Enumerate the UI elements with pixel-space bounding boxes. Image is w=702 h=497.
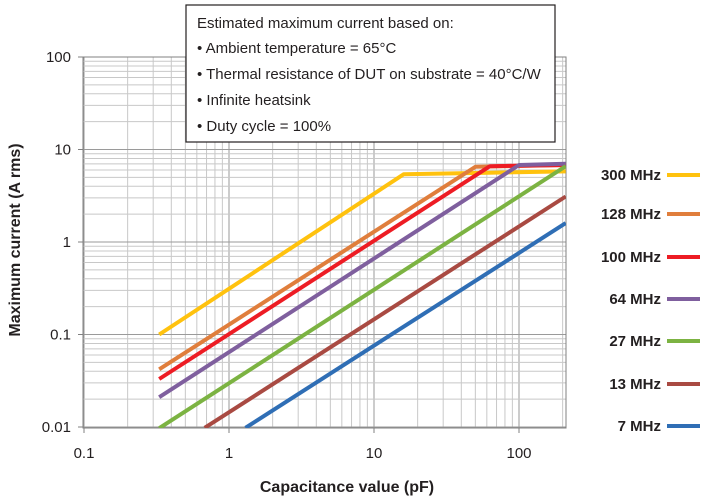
series-lines — [158, 161, 566, 428]
x-tick-label: 100 — [506, 445, 531, 462]
annotation-line-2: • Thermal resistance of DUT on substrate… — [197, 66, 542, 83]
annotation-line-1: • Ambient temperature = 65°C — [197, 40, 396, 57]
x-tick-label: 0.1 — [74, 445, 95, 462]
annotation-box-border — [185, 4, 556, 143]
legend-label-13-mhz: 13 MHz — [609, 376, 661, 393]
y-tick-label: 1 — [63, 234, 71, 251]
series-line-300-mhz — [158, 169, 566, 337]
annotation-box: Estimated maximum current based on: • Am… — [185, 4, 556, 143]
y-tick-label: 0.1 — [50, 327, 71, 344]
series-line-13-mhz — [203, 194, 566, 428]
x-tick-label: 1 — [225, 445, 233, 462]
series-line-7-mhz — [244, 221, 566, 428]
series-line-64-mhz — [158, 161, 566, 399]
annotation-heading: Estimated maximum current based on: — [197, 15, 454, 32]
legend-label-27-mhz: 27 MHz — [609, 333, 661, 350]
legend-label-300-mhz: 300 MHz — [601, 167, 661, 184]
y-tick-label: 0.01 — [42, 419, 71, 436]
y-axis-title: Maximum current (A rms) — [7, 143, 24, 336]
annotation-line-3: • Infinite heatsink — [197, 92, 311, 109]
legend-label-64-mhz: 64 MHz — [609, 291, 661, 308]
annotation-line-4: • Duty cycle = 100% — [197, 118, 331, 135]
legend-label-100-mhz: 100 MHz — [601, 249, 661, 266]
legend: 300 MHz 128 MHz 100 MHz 64 MHz 27 MHz 13 MHz 7… — [601, 167, 700, 435]
x-tick-label: 10 — [366, 445, 383, 462]
legend-label-7-mhz: 7 MHz — [618, 418, 661, 435]
y-tick-label: 10 — [54, 142, 71, 159]
series-line-27-mhz — [158, 164, 566, 428]
x-axis-title: Capacitance value (pF) — [260, 479, 434, 496]
legend-label-128-mhz: 128 MHz — [601, 206, 661, 223]
y-tick-label: 100 — [46, 49, 71, 66]
